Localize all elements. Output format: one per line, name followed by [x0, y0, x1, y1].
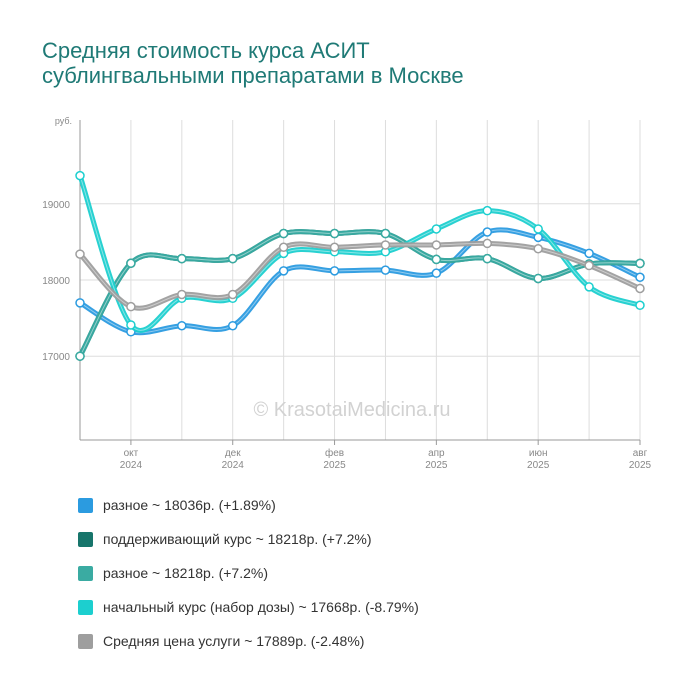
data-point	[177, 253, 187, 264]
data-point	[75, 170, 85, 181]
data-point	[126, 301, 136, 312]
chart-title-line-1: Средняя стоимость курса АСИТ	[42, 38, 370, 63]
x-tick-label-year: 2025	[629, 460, 652, 471]
legend-item[interactable]: разное ~ 18036р. (+1.89%)	[78, 488, 419, 522]
data-point	[329, 266, 340, 276]
data-point	[482, 205, 493, 216]
y-axis-unit-label: руб.	[55, 116, 72, 126]
data-point	[75, 298, 85, 308]
series-1	[75, 227, 645, 337]
data-point	[635, 300, 645, 311]
data-point	[482, 253, 493, 264]
data-point	[278, 266, 289, 276]
data-point	[227, 289, 238, 300]
data-point	[177, 289, 187, 300]
x-tick-label-month: дек	[225, 448, 241, 459]
watermark-text: © KrasotaiMedicina.ru	[253, 399, 450, 421]
data-point	[278, 242, 289, 252]
legend-label: Средняя цена услуги ~ 17889р. (-2.48%)	[103, 633, 365, 649]
x-tick-label-month: апр	[428, 448, 445, 459]
chart-title: Средняя стоимость курса АСИТ сублингваль…	[42, 38, 662, 88]
series-5	[75, 238, 645, 312]
data-point	[329, 228, 340, 239]
x-tick-label-month: окт	[124, 448, 139, 459]
x-tick-label-year: 2025	[425, 460, 448, 471]
legend-label: начальный курс (набор дозы) ~ 17668р. (-…	[103, 599, 419, 615]
chart-title-line-2: сублингвальными препаратами в Москве	[42, 63, 464, 88]
data-point	[227, 320, 238, 331]
legend-swatch	[78, 531, 93, 547]
x-tick-label-month: фев	[325, 447, 344, 459]
legend-label: разное ~ 18036р. (+1.89%)	[103, 497, 276, 513]
data-point	[431, 224, 442, 234]
data-point	[380, 228, 391, 239]
data-point	[431, 268, 442, 278]
x-tick-label-year: 2024	[120, 460, 143, 471]
data-point	[329, 242, 340, 252]
data-point	[533, 273, 543, 284]
legend-swatch	[78, 497, 93, 513]
legend-item[interactable]: начальный курс (набор дозы) ~ 17668р. (-…	[78, 590, 419, 624]
legend-item[interactable]: разное ~ 18218р. (+7.2%)	[78, 556, 419, 590]
y-tick-label: 17000	[42, 352, 70, 363]
data-point	[482, 238, 493, 249]
data-point	[584, 248, 594, 259]
y-tick-label: 18000	[42, 276, 70, 287]
data-point	[635, 283, 645, 294]
x-tick-label-year: 2024	[222, 460, 245, 471]
data-point	[533, 224, 543, 234]
data-point	[533, 244, 543, 254]
legend-swatch	[78, 599, 93, 615]
data-point	[584, 282, 594, 292]
legend-swatch	[78, 633, 93, 649]
y-tick-label: 19000	[42, 200, 70, 211]
data-point	[75, 351, 85, 361]
line-chart: 170001800019000руб.окт2024дек2024фев2025…	[42, 116, 652, 471]
data-point	[380, 240, 391, 250]
series-4	[75, 170, 645, 333]
x-tick-label-year: 2025	[527, 460, 550, 471]
data-point	[584, 260, 594, 271]
legend-item[interactable]: поддерживающий курс ~ 18218р. (+7.2%)	[78, 522, 419, 556]
chart-legend: разное ~ 18036р. (+1.89%) поддерживающий …	[78, 488, 419, 658]
legend-item[interactable]: Средняя цена услуги ~ 17889р. (-2.48%)	[78, 624, 419, 658]
data-point	[635, 272, 645, 283]
data-point	[431, 240, 442, 250]
legend-swatch	[78, 565, 93, 581]
legend-label: поддерживающий курс ~ 18218р. (+7.2%)	[103, 531, 372, 547]
x-tick-label-year: 2025	[323, 460, 346, 471]
data-point	[126, 258, 136, 268]
data-point	[75, 249, 85, 259]
data-point	[177, 320, 187, 331]
data-point	[380, 265, 391, 275]
data-point	[482, 227, 493, 237]
data-point	[278, 228, 289, 239]
data-point	[126, 320, 136, 330]
data-point	[635, 258, 645, 269]
x-tick-label-month: авг	[633, 448, 648, 459]
data-point	[431, 254, 442, 265]
data-point	[227, 253, 238, 264]
legend-label: разное ~ 18218р. (+7.2%)	[103, 565, 268, 581]
x-tick-label-month: июн	[529, 448, 548, 459]
